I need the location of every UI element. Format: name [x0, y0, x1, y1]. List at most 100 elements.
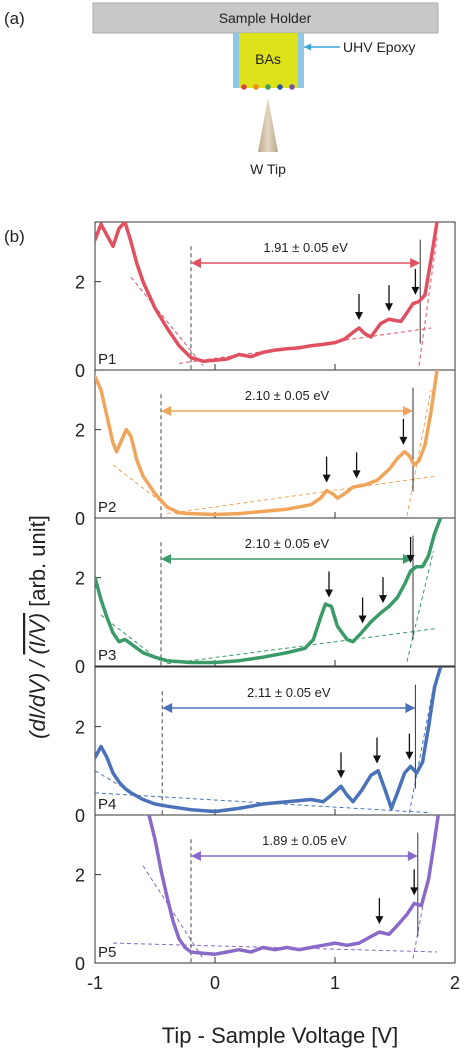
gap-arrowhead-right	[403, 554, 413, 564]
panel-a-label: (a)	[4, 9, 25, 28]
y-tick-label: 0	[75, 954, 85, 974]
probe-dot	[265, 84, 271, 90]
epoxy-left	[233, 33, 239, 88]
panel-p4: 0 2 2.11 ± 0.05 eV P4	[75, 666, 456, 826]
panel-plot-area	[95, 222, 439, 370]
panel-b-label: (b)	[4, 227, 25, 246]
panel-plot-area	[95, 667, 443, 815]
panel-p2: 0 2 2.10 ± 0.05 eV P2	[75, 369, 456, 529]
gap-arrowhead-left	[191, 851, 201, 861]
feature-arrowhead	[358, 615, 367, 624]
gap-arrowhead-left	[161, 406, 171, 416]
gap-arrowhead-right	[410, 258, 421, 268]
feature-arrowhead	[385, 303, 393, 312]
feature-arrowhead	[399, 436, 408, 445]
probe-dot	[241, 84, 247, 90]
y-label-unit: [arb. unit]	[25, 515, 50, 613]
sample-holder-label: Sample Holder	[219, 10, 312, 26]
series-label: P3	[98, 647, 116, 664]
spectrum-curve	[147, 815, 440, 956]
bas-crystal	[239, 33, 298, 88]
y-tick-label: 0	[75, 657, 85, 677]
x-tick-label: 1	[330, 973, 340, 993]
series-label: P1	[98, 351, 116, 368]
feature-arrowhead	[410, 887, 419, 896]
x-tick-label: -1	[87, 973, 103, 993]
feature-arrowhead	[355, 312, 363, 321]
gap-arrowhead-left	[162, 703, 173, 713]
panel-plot-area	[95, 370, 439, 518]
feature-arrowhead	[373, 755, 381, 764]
probe-dot	[253, 84, 259, 90]
gap-value-label: 1.91 ± 0.05 eV	[263, 240, 348, 255]
sample-holder	[92, 2, 439, 34]
epoxy-right	[298, 33, 304, 88]
spectrum-curve	[95, 370, 439, 517]
x-axis-label: Tip - Sample Voltage [V]	[162, 1023, 398, 1048]
panel-p5: 0 2 1.89 ± 0.05 eV P5	[75, 814, 456, 974]
panel-p1: 0 2 1.91 ± 0.05 eV P1	[75, 221, 456, 381]
fit-line-high	[406, 551, 434, 662]
y-tick-label: 0	[75, 361, 85, 381]
fit-line-low	[130, 276, 204, 366]
gap-value-label: 1.89 ± 0.05 eV	[262, 833, 347, 848]
series-label: P5	[98, 944, 116, 961]
gap-arrowhead-right	[403, 406, 413, 416]
feature-arrowhead	[375, 916, 384, 925]
y-label-fraction: (I/V)	[25, 613, 50, 655]
fit-line-low	[142, 865, 204, 959]
feature-arrowhead	[405, 751, 414, 760]
panel-plot-area	[95, 518, 443, 666]
gap-arrowhead-left	[161, 554, 171, 564]
y-label-part-1: (dI/dV) /	[25, 655, 50, 739]
feature-arrowhead	[411, 286, 420, 295]
fit-line-baseline	[112, 942, 438, 953]
feature-arrowhead	[325, 589, 333, 598]
y-tick-label: 2	[75, 421, 85, 441]
fit-line-high	[406, 389, 432, 516]
series-label: P4	[98, 796, 116, 813]
y-tick-label: 2	[75, 866, 85, 886]
gap-arrowhead-left	[191, 258, 201, 268]
series-label: P2	[98, 499, 116, 516]
fit-line-high	[408, 686, 434, 813]
gap-arrowhead-right	[405, 703, 416, 713]
y-tick-label: 0	[75, 806, 85, 826]
y-tick-label: 2	[75, 569, 85, 589]
fit-line-high	[418, 237, 438, 366]
probe-dot	[277, 84, 283, 90]
feature-arrowhead	[352, 470, 361, 479]
panel-frame	[94, 517, 456, 667]
gap-arrowhead-right	[407, 851, 418, 861]
probe-dot	[289, 84, 295, 90]
gap-value-label: 2.11 ± 0.05 eV	[247, 685, 331, 700]
probe-position-dots	[241, 84, 295, 90]
svg-text:(dI/dV) / (I/V) [arb. unit]: (dI/dV) / (I/V) [arb. unit]	[25, 515, 50, 739]
epoxy-pointer-arrowhead	[304, 43, 311, 51]
y-tick-label: 2	[75, 273, 85, 293]
feature-arrowhead	[322, 474, 331, 483]
spectra-panels: 0 2 1.91 ± 0.05 eV P1 0 2 2.10 ± 0.05 eV P2 0 2 2.…	[75, 221, 460, 993]
y-tick-label: 0	[75, 509, 85, 529]
bas-label: BAs	[255, 51, 281, 67]
spectrum-curve	[95, 518, 443, 665]
x-tick-label: 0	[210, 973, 220, 993]
tungsten-tip	[258, 98, 278, 152]
fit-line-baseline	[166, 475, 438, 515]
gap-value-label: 2.10 ± 0.05 eV	[245, 388, 330, 403]
feature-arrowhead	[337, 770, 345, 779]
feature-arrowhead	[406, 555, 415, 564]
tip-label: W Tip	[250, 161, 286, 177]
y-axis-label: (dI/dV) / (I/V) [arb. unit]	[25, 515, 50, 739]
spectrum-curve	[95, 222, 439, 363]
y-tick-label: 2	[75, 718, 85, 738]
epoxy-label: UHV Epoxy	[343, 39, 415, 55]
panel-p3: 0 2 2.10 ± 0.05 eV P3	[75, 517, 456, 677]
fit-line-baseline	[166, 627, 438, 665]
x-tick-label: 2	[450, 973, 460, 993]
spectrum-curve	[95, 667, 443, 814]
panel-plot-area	[112, 815, 440, 963]
gap-value-label: 2.10 ± 0.05 eV	[245, 536, 330, 551]
feature-arrowhead	[379, 595, 387, 604]
